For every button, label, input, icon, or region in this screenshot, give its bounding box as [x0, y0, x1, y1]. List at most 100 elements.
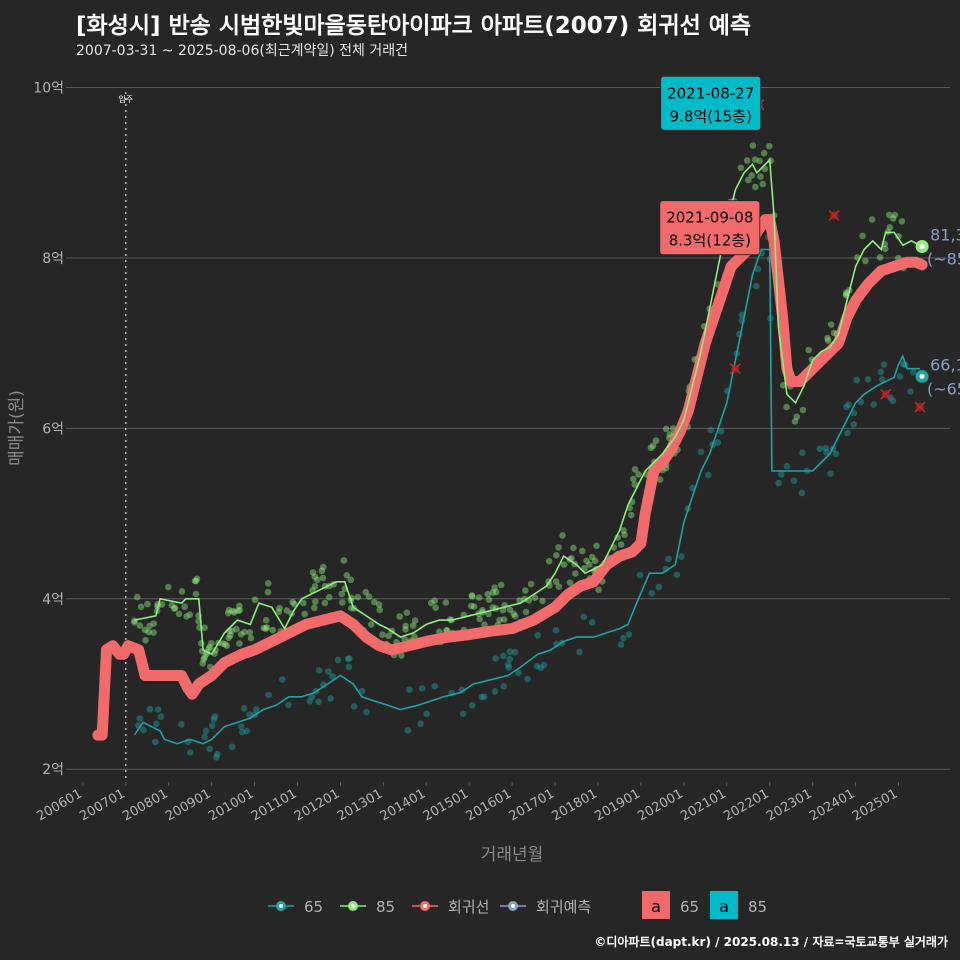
x-tick-label: 201301 [335, 786, 385, 824]
scatter-point-85 [309, 569, 317, 576]
scatter-point-85 [192, 590, 200, 598]
scatter-point-65 [889, 397, 897, 405]
scatter-point-85 [367, 621, 375, 628]
scatter-point-65 [648, 589, 656, 597]
scatter-point-65 [832, 450, 840, 458]
scatter-point-85 [895, 233, 902, 240]
scatter-point-85 [489, 589, 497, 596]
scatter-point-85 [652, 437, 660, 445]
scatter-point-85 [555, 583, 563, 590]
outlier-cross [828, 209, 840, 221]
scatter-point-65 [878, 376, 886, 383]
grid-layer [70, 87, 950, 782]
scatter-point-85 [511, 612, 519, 620]
y-tick-label: 10억 [33, 81, 64, 97]
scatter-point-65 [506, 648, 514, 655]
scatter-point-65 [511, 648, 519, 656]
scatter-point-85 [468, 602, 475, 610]
axis-layer: 2억 4억 6억 8억 10억 20060120070120080120090120100… [33, 81, 900, 825]
scatter-point-85 [743, 157, 751, 164]
scatter-point-65 [146, 705, 154, 713]
scatter-point-85 [432, 604, 439, 611]
scatter-point-65 [350, 703, 358, 710]
scatter-point-65 [636, 571, 644, 579]
scatter-point-65 [717, 428, 725, 435]
scatter-point-85 [621, 531, 628, 539]
scatter-point-65 [845, 401, 852, 409]
scatter-point-65 [213, 754, 220, 761]
scatter-point-85 [193, 575, 201, 583]
x-tick-label: 201501 [421, 786, 471, 824]
scatter-point-65 [404, 727, 412, 734]
scatter-point-65 [844, 429, 851, 437]
scatter-point-85 [175, 610, 183, 618]
x-tick-label: 201001 [206, 786, 256, 824]
scatter-point-65 [799, 449, 806, 457]
scatter-point-85 [219, 640, 227, 647]
legend-fill-glyph-0: a [651, 897, 661, 916]
scatter-point-85 [228, 627, 235, 635]
label-layer: 입주 2021-08-27 9.8억(15층) 2021-09-08 8.3억(12층)… [118, 75, 960, 398]
scatter-point-85 [224, 609, 232, 617]
outlier-layer [729, 99, 926, 413]
scatter-point-65 [850, 421, 857, 428]
scatter-point-65 [678, 553, 685, 560]
x-tick-label: 201101 [249, 786, 299, 824]
scatter-point-85 [312, 598, 319, 605]
scatter-point-85 [321, 599, 329, 607]
scatter-point-65 [417, 720, 425, 728]
scatter-point-85 [311, 583, 319, 590]
scatter-point-85 [231, 609, 238, 616]
legend-fill-label-1: 85 [748, 898, 767, 916]
scatter-point-85 [311, 573, 319, 581]
scatter-point-65 [534, 632, 541, 639]
scatter-point-85 [889, 215, 897, 222]
scatter-point-85 [201, 624, 208, 631]
scatter-point-65 [491, 688, 499, 695]
scatter-point-85 [885, 211, 893, 219]
scatter-point-85 [496, 616, 503, 624]
scatter-point-85 [793, 413, 801, 421]
scatter-point-65 [327, 695, 334, 702]
scatter-point-65 [492, 655, 499, 662]
scatter-point-85 [756, 157, 763, 165]
scatter-point-65 [208, 722, 216, 730]
scatter-point-85 [251, 596, 259, 604]
chart-title: [화성시] 반송 시범한빛마을동탄아이파크 아파트(2007) 회귀선 예측 [76, 13, 752, 39]
scatter-point-85 [236, 607, 243, 614]
scatter-point-85 [748, 172, 755, 179]
scatter-point-85 [236, 602, 243, 610]
scatter-point-65 [358, 687, 366, 695]
scatter-point-65 [775, 479, 782, 487]
x-tick-label: 200701 [77, 786, 127, 824]
scatter-point-85 [365, 593, 373, 600]
x-tick-label: 200601 [34, 786, 84, 824]
scatter-point-85 [396, 613, 404, 620]
scatter-point-65 [279, 676, 286, 683]
scatter-point-85 [656, 476, 664, 483]
scatter-point-65 [907, 388, 914, 395]
scatter-point-85 [522, 587, 529, 594]
scatter-point-85 [593, 542, 600, 550]
scatter-point-85 [752, 183, 759, 191]
scatter-point-65 [500, 683, 508, 690]
chart-subtitle: 2007-03-31 ~ 2025-08-06(최근계약일) 전체 거래건 [76, 43, 408, 59]
x-tick-label: 201801 [550, 786, 600, 824]
scatter-point-85 [545, 557, 553, 565]
scatter-point-65 [850, 409, 858, 417]
scatter-point-85 [318, 567, 326, 575]
move-in-label: 입주 [118, 95, 133, 104]
scatter-point-85 [192, 577, 200, 585]
x-tick-label: 200901 [163, 786, 213, 824]
outlier-cross [880, 388, 892, 400]
scatter-point-65 [243, 727, 251, 735]
legend-label-65: 65 [304, 898, 323, 916]
scatter-point-85 [223, 642, 231, 649]
scatter-point-85 [340, 557, 348, 564]
scatter-point-85 [891, 211, 899, 219]
x-tick-label: 201201 [292, 786, 342, 824]
scatter-point-85 [411, 617, 419, 624]
scatter-point-85 [649, 442, 657, 450]
scatter-point-85 [588, 553, 596, 561]
